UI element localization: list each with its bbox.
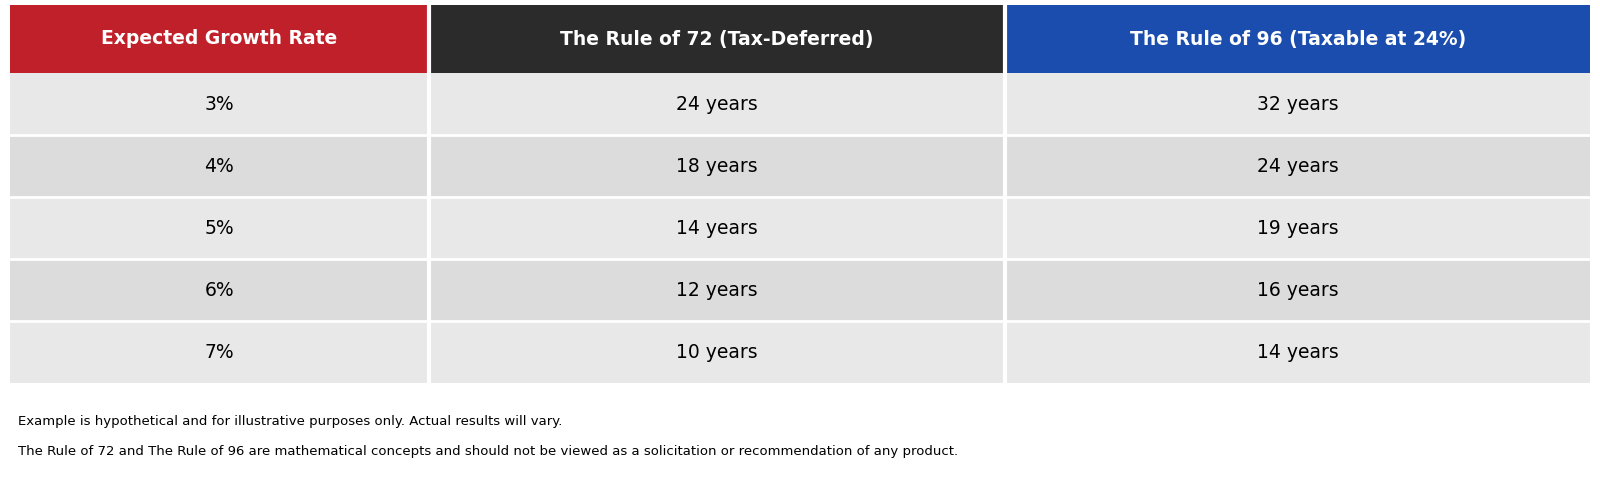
Bar [429,5,1005,73]
Text: 14 years: 14 years [677,218,758,238]
Bar [429,197,1005,259]
Bar [429,259,1005,321]
Bar [10,259,429,321]
Bar [1005,321,1590,383]
Text: 6%: 6% [205,280,234,299]
Text: The Rule of 72 and The Rule of 96 are mathematical concepts and should not be vi: The Rule of 72 and The Rule of 96 are ma… [18,445,958,458]
Text: Example is hypothetical and for illustrative purposes only. Actual results will : Example is hypothetical and for illustra… [18,415,562,428]
Text: 3%: 3% [205,94,234,114]
Text: The Rule of 96 (Taxable at 24%): The Rule of 96 (Taxable at 24%) [1130,30,1466,48]
Bar [10,321,429,383]
Text: 18 years: 18 years [677,156,758,176]
Bar [1005,5,1590,73]
Text: 7%: 7% [205,342,234,361]
Text: 32 years: 32 years [1258,94,1339,114]
Bar [429,321,1005,383]
Bar [1005,135,1590,197]
Bar [10,5,429,73]
Bar [10,197,429,259]
Text: 14 years: 14 years [1258,342,1339,361]
Text: 16 years: 16 years [1258,280,1339,299]
Text: 24 years: 24 years [677,94,758,114]
Text: 10 years: 10 years [677,342,758,361]
Bar [429,73,1005,135]
Bar [1005,259,1590,321]
Text: Expected Growth Rate: Expected Growth Rate [101,30,338,48]
Text: 12 years: 12 years [677,280,758,299]
Bar [10,73,429,135]
Text: 19 years: 19 years [1258,218,1339,238]
Bar [1005,73,1590,135]
Bar [1005,197,1590,259]
Bar [10,135,429,197]
Text: The Rule of 72 (Tax-Deferred): The Rule of 72 (Tax-Deferred) [560,30,874,48]
Text: 5%: 5% [205,218,234,238]
Text: 24 years: 24 years [1258,156,1339,176]
Text: 4%: 4% [205,156,234,176]
Bar [429,135,1005,197]
